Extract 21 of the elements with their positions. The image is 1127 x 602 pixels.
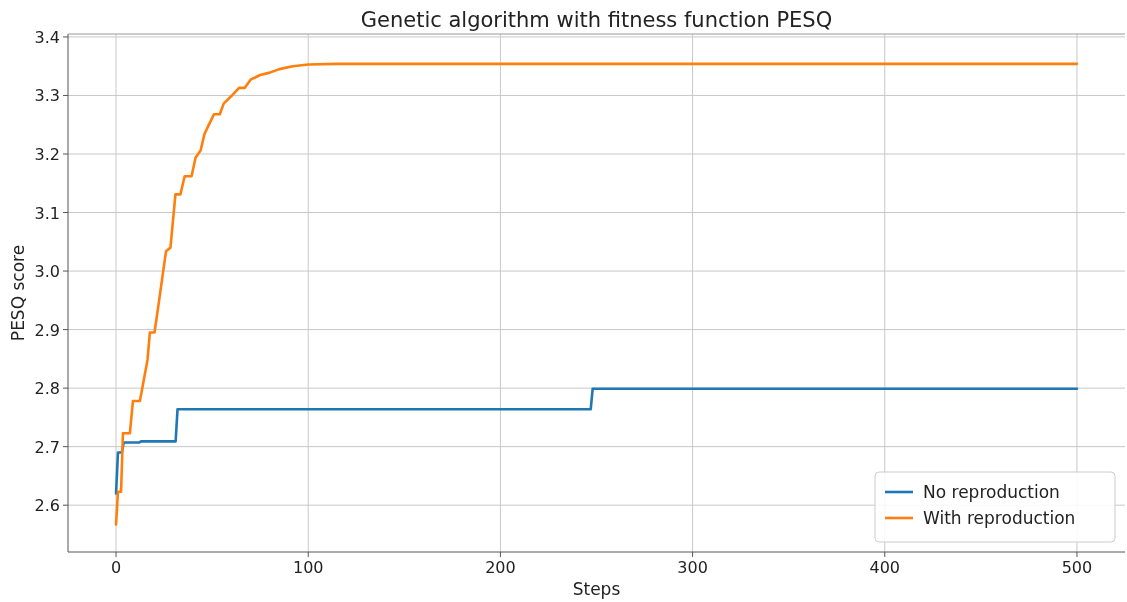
y-tick-label: 3.0 [34,262,60,282]
y-tick-label: 3.4 [34,27,60,47]
y-axis-title: PESQ score [8,244,28,342]
legend-label: No reproduction [923,482,1060,502]
legend-label: With reproduction [923,508,1076,528]
x-tick-label: 400 [869,558,901,577]
y-tick-label: 2.7 [34,437,60,457]
x-tick-label: 0 [110,558,122,577]
chart-title: Genetic algorithm with fitness function PESQ [360,8,833,32]
x-axis-title: Steps [572,579,621,599]
x-tick-label: 500 [1061,558,1093,577]
x-tick-label: 300 [677,558,708,577]
y-tick-label: 3.2 [34,144,60,164]
x-tick-label: 100 [292,558,324,577]
x-tick-label: 200 [485,558,516,577]
y-tick-label: 3.3 [34,86,60,106]
y-tick-label: 2.6 [34,496,60,516]
y-tick-label: 2.9 [34,320,60,340]
line-series [114,62,1079,526]
y-tick-label: 3.1 [34,203,60,223]
y-tick-label: 2.8 [34,379,60,399]
